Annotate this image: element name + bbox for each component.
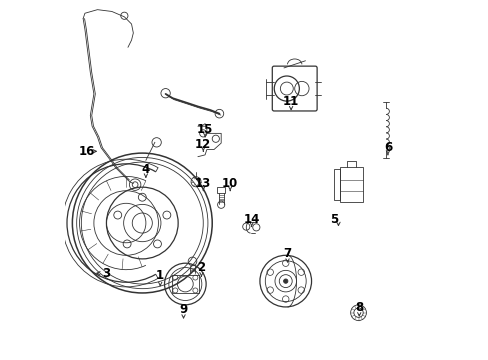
Text: 14: 14 [243, 213, 259, 226]
Bar [339, 167, 362, 202]
Bar [217, 187, 225, 193]
Text: 13: 13 [195, 177, 211, 190]
Bar [171, 275, 198, 293]
Bar [333, 169, 339, 200]
Text: 7: 7 [283, 247, 291, 260]
Text: 16: 16 [79, 145, 95, 158]
Text: 3: 3 [102, 267, 110, 280]
Text: 1: 1 [156, 269, 164, 282]
Text: 12: 12 [195, 138, 211, 150]
Text: 11: 11 [283, 95, 299, 108]
Text: 2: 2 [197, 261, 205, 274]
Text: 8: 8 [354, 301, 363, 314]
Text: 4: 4 [142, 163, 150, 176]
Text: 15: 15 [197, 123, 213, 136]
Text: 6: 6 [383, 141, 391, 154]
Circle shape [283, 279, 287, 283]
Text: 9: 9 [179, 303, 187, 316]
Text: 5: 5 [329, 213, 338, 226]
Text: 10: 10 [222, 177, 238, 190]
